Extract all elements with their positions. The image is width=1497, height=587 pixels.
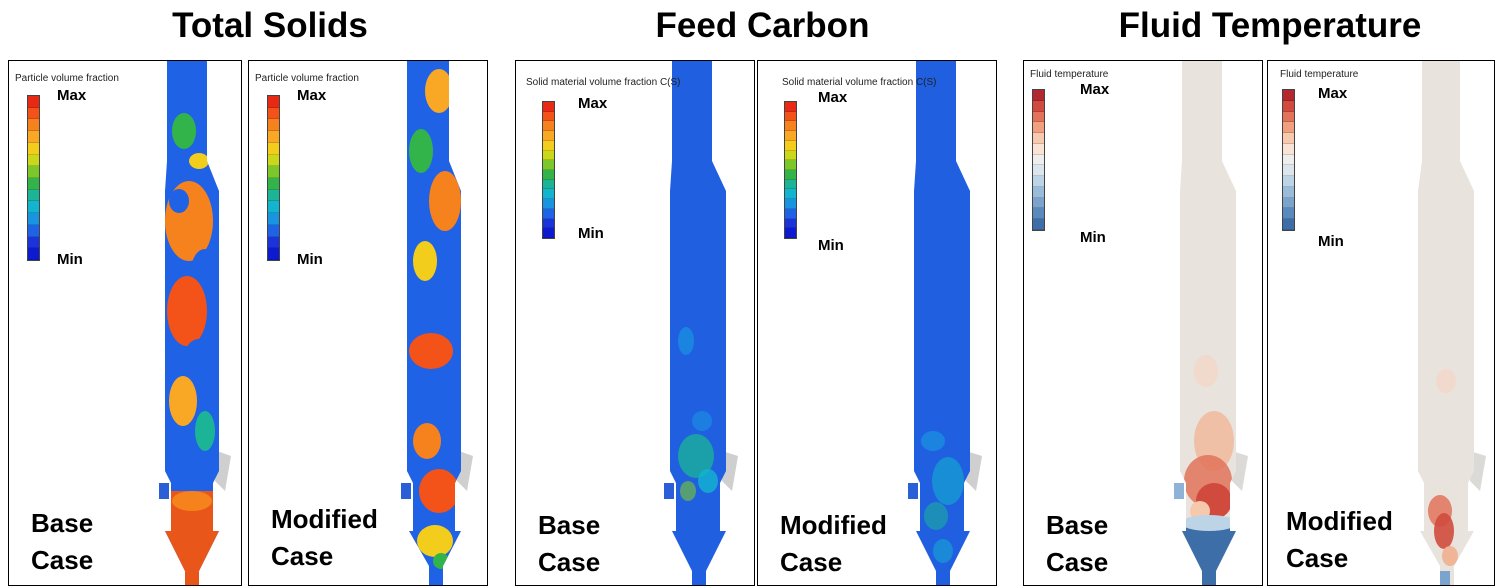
colorbar-title: Solid material volume fraction C(S) xyxy=(526,77,681,88)
case-label: Modified Case xyxy=(780,507,887,581)
colorbar-min-label: Min xyxy=(578,225,604,242)
colorbar-max-label: Max xyxy=(1080,81,1110,98)
contour-total-solids-modified xyxy=(401,61,473,585)
case-label-line1: Modified xyxy=(1286,506,1393,536)
case-label-line1: Modified xyxy=(780,510,887,540)
colorbar-feed-carbon-base xyxy=(542,101,555,239)
title-fluid-temperature: Fluid Temperature xyxy=(1118,6,1422,45)
colorbar-feed-carbon-modified xyxy=(784,101,797,239)
contour-feed-carbon-modified xyxy=(908,61,982,585)
case-label: Base Case xyxy=(538,507,600,581)
panel-feed-carbon-modified: Solid material volume fraction C(S) Max … xyxy=(757,60,997,586)
colorbar-title: Particle volume fraction xyxy=(255,73,359,84)
panel-total-solids-base: Particle volume fraction Max Min Base Ca… xyxy=(8,60,242,586)
colorbar-total-solids-modified xyxy=(267,95,280,261)
colorbar-max-label: Max xyxy=(578,95,608,112)
case-label-line1: Base xyxy=(1046,510,1109,540)
colorbar-max-label: Max xyxy=(818,89,848,106)
contour-fluid-temperature-base xyxy=(1174,61,1248,585)
colorbar-min-label: Min xyxy=(57,251,83,268)
colorbar-title: Fluid temperature xyxy=(1030,69,1109,80)
title-total-solids: Total Solids xyxy=(172,6,368,45)
case-label-line2: Case xyxy=(271,541,334,571)
case-label-line1: Modified xyxy=(271,504,378,534)
case-label: Base Case xyxy=(1046,507,1108,581)
colorbar-fluid-temperature-modified xyxy=(1282,89,1295,231)
case-label-line2: Case xyxy=(31,545,94,575)
case-label-line2: Case xyxy=(780,547,843,577)
panel-total-solids-modified: Particle volume fraction Max Min Modifie… xyxy=(248,60,488,586)
case-label-line2: Case xyxy=(1046,547,1109,577)
panel-fluid-temperature-base: Fluid temperature Max Min Base Case xyxy=(1023,60,1263,586)
colorbar-fluid-temperature-base xyxy=(1032,89,1045,231)
case-label-line1: Base xyxy=(31,508,94,538)
colorbar-min-label: Min xyxy=(818,237,844,254)
colorbar-max-label: Max xyxy=(1318,85,1348,102)
title-feed-carbon: Feed Carbon xyxy=(655,6,870,45)
contour-fluid-temperature-modified xyxy=(1418,61,1486,585)
case-label-line1: Base xyxy=(538,510,601,540)
colorbar-title: Fluid temperature xyxy=(1280,69,1359,80)
colorbar-title: Particle volume fraction xyxy=(15,73,119,84)
case-label: Modified Case xyxy=(271,501,378,575)
colorbar-min-label: Min xyxy=(297,251,323,268)
colorbar-total-solids-base xyxy=(27,95,40,261)
contour-feed-carbon-base xyxy=(664,61,738,585)
colorbar-title: Solid material volume fraction C(S) xyxy=(782,77,937,88)
case-label: Base Case xyxy=(31,505,93,579)
colorbar-max-label: Max xyxy=(57,87,87,104)
colorbar-min-label: Min xyxy=(1080,229,1106,246)
panel-feed-carbon-base: Solid material volume fraction C(S) Max … xyxy=(515,60,755,586)
case-label-line2: Case xyxy=(1286,543,1349,573)
contour-total-solids-base xyxy=(159,61,231,585)
panel-fluid-temperature-modified: Fluid temperature Max Min Modified Case xyxy=(1267,60,1495,586)
colorbar-max-label: Max xyxy=(297,87,327,104)
colorbar-min-label: Min xyxy=(1318,233,1344,250)
case-label: Modified Case xyxy=(1286,503,1393,577)
case-label-line2: Case xyxy=(538,547,601,577)
